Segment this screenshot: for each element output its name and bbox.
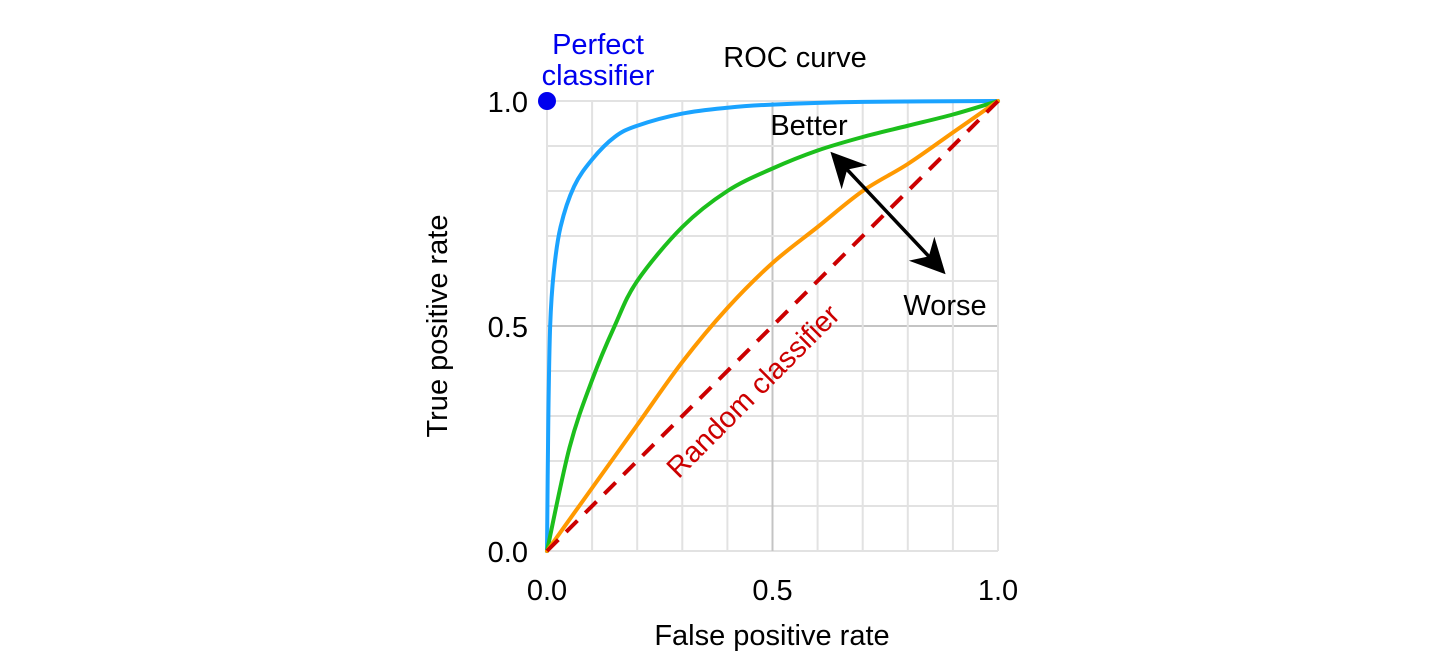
better-label: Better [770,110,848,142]
x-tick-label: 0.0 [527,575,567,607]
perfect-label-line1: Perfect [552,29,644,61]
better-worse-arrow [830,151,946,275]
x-tick-label: 0.5 [752,575,792,607]
chart-title: ROC curve [723,42,866,74]
roc-curve-1 [545,99,1000,553]
y-tick-label: 1.0 [488,87,528,119]
x-tick-label: 1.0 [978,575,1018,607]
perfect-label-line2: classifier [542,60,655,92]
perfect-classifier-point [538,92,556,110]
worse-label: Worse [903,290,986,322]
y-tick-label: 0.5 [488,312,528,344]
y-tick-label: 0.0 [488,537,528,569]
x-axis-label: False positive rate [654,620,889,652]
roc-curve-2 [545,99,1000,553]
y-axis-label: True positive rate [422,215,454,438]
tick-labels: 0.0 0.5 1.0 0.0 0.5 1.0 [488,87,1018,607]
